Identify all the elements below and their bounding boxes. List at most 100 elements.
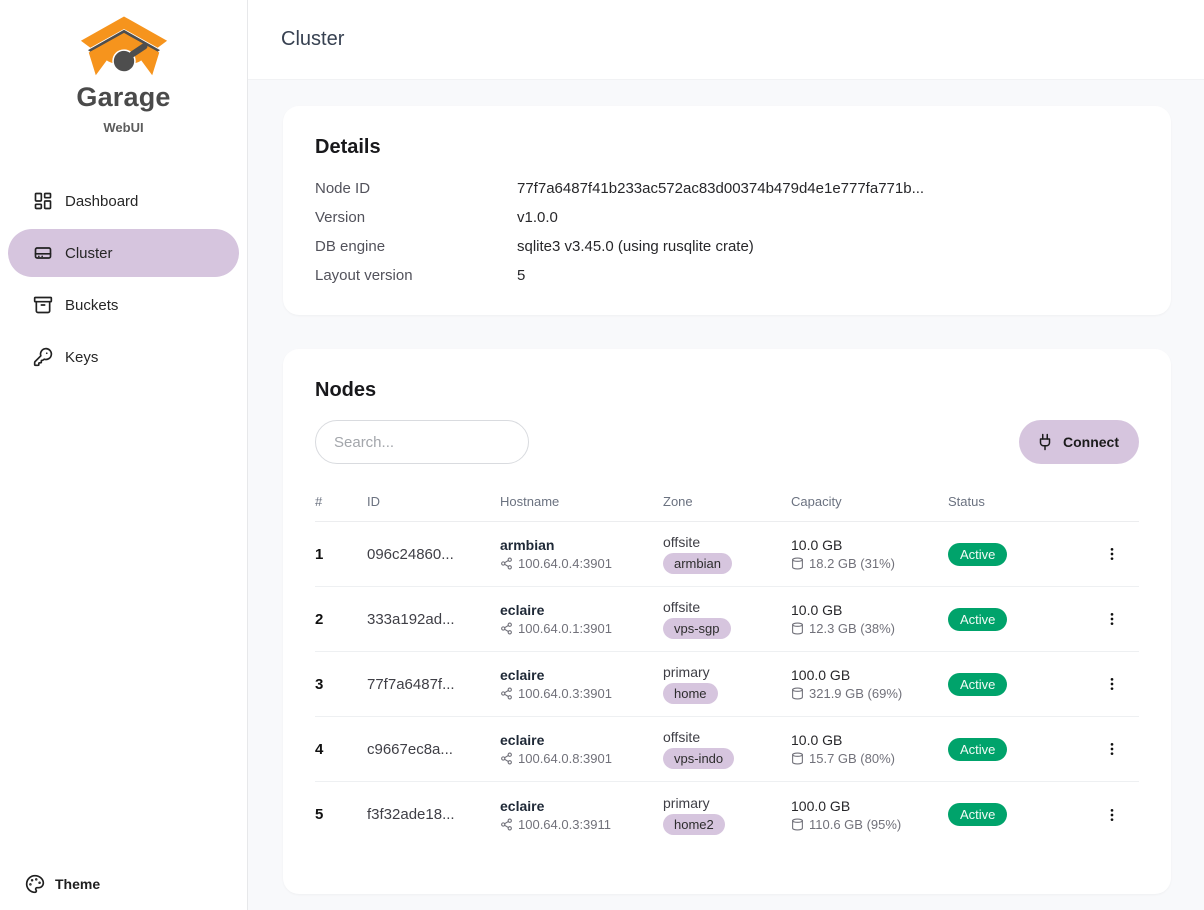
app-title: Garage [76,82,171,112]
sidebar-nav: Dashboard Cluster Buckets [0,177,247,381]
zone-tag-badge: vps-indo [663,748,735,769]
row-menu-button[interactable] [1096,538,1128,570]
row-zone: offsite vps-indo [663,729,791,769]
row-index: 1 [315,545,324,563]
zone-tag-badge: armbian [663,553,732,574]
main-area: Cluster Details Node ID 77f7a6487f41b233… [248,0,1204,910]
col-capacity: Capacity [791,494,842,509]
detail-value: sqlite3 v3.45.0 (using rusqlite crate) [517,238,754,255]
share-icon [501,752,512,765]
share-icon [501,557,512,570]
sidebar-item-keys[interactable]: Keys [8,333,239,381]
theme-button[interactable]: Theme [25,874,100,894]
row-actions [1078,538,1139,570]
kebab-menu-icon [1110,613,1114,625]
zone-name: offsite [663,729,701,745]
row-actions [1078,603,1139,635]
details-card: Details Node ID 77f7a6487f41b233ac572ac8… [283,106,1171,315]
sidebar-item-label: Dashboard [65,192,139,210]
used-text: 15.7 GB (80%) [809,751,895,766]
sidebar-item-cluster[interactable]: Cluster [8,229,239,277]
sidebar: Garage WebUI Dashboard Cluster [0,0,248,910]
row-menu-button[interactable] [1096,603,1128,635]
row-hostname: eclaire 100.64.0.1:3901 [500,602,663,636]
address-text: 100.64.0.3:3901 [518,686,612,701]
capacity-used: 15.7 GB (80%) [791,751,948,766]
row-capacity: 100.0 GB 321.9 GB (69%) [791,667,948,701]
row-hostname: eclaire 100.64.0.3:3911 [500,798,663,832]
kebab-menu-icon [1110,808,1114,821]
col-status: Status [948,494,985,509]
status-badge: Active [948,607,1008,631]
node-address: 100.64.0.3:3911 [500,817,663,832]
zone-tag-badge: vps-sgp [663,618,731,639]
capacity-total: 10.0 GB [791,602,843,618]
zone-name: primary [663,664,710,680]
detail-row-version: Version v1.0.0 [315,208,1139,227]
col-hostname: Hostname [500,494,560,509]
table-row: 2 333a192ad... eclaire 100.64.0.1:3901 o… [315,587,1139,652]
status-badge: Active [948,542,1008,566]
capacity-used: 12.3 GB (38%) [791,621,948,636]
detail-label: Version [315,209,366,226]
palette-icon [25,874,45,894]
col-index: # [315,494,323,509]
row-id: 333a192ad... [367,610,455,628]
detail-label: Layout version [315,267,413,284]
details-list: Node ID 77f7a6487f41b233ac572ac83d00374b… [315,179,1139,285]
nodes-table: # ID Hostname Zone Capacity Status 1 096… [315,488,1139,847]
sidebar-item-buckets[interactable]: Buckets [8,281,239,329]
used-text: 18.2 GB (31%) [809,556,895,571]
capacity-used: 321.9 GB (69%) [791,686,948,701]
row-menu-button[interactable] [1096,668,1128,700]
share-icon [501,818,512,830]
database-icon [792,622,803,635]
row-capacity: 10.0 GB 12.3 GB (38%) [791,602,948,636]
hostname: eclaire [500,797,545,814]
kebab-menu-icon [1110,678,1114,690]
detail-value: v1.0.0 [517,209,558,226]
row-index: 5 [315,806,324,823]
row-zone: offsite armbian [663,534,791,574]
sidebar-item-dashboard[interactable]: Dashboard [8,177,239,225]
detail-row-db-engine: DB engine sqlite3 v3.45.0 (using rusqlit… [315,237,1139,256]
row-menu-button[interactable] [1096,733,1128,765]
used-text: 110.6 GB (95%) [809,816,902,832]
search-input[interactable] [315,420,529,464]
database-icon [792,752,803,765]
sidebar-item-label: Keys [65,348,99,366]
zone-name: primary [663,794,710,811]
app-subtitle: WebUI [103,120,144,135]
table-row: 3 77f7a6487f... eclaire 100.64.0.3:3901 … [315,652,1139,717]
row-actions [1078,668,1139,700]
row-status: Active [948,542,1078,566]
used-text: 12.3 GB (38%) [809,621,895,636]
table-row: 5 f3f32ade18... eclaire 100.64.0.3:3911 … [315,782,1139,847]
row-menu-button[interactable] [1096,799,1128,831]
row-id: 096c24860... [367,545,454,563]
status-badge: Active [948,803,1008,826]
row-index: 3 [315,675,324,693]
row-index: 2 [315,610,324,628]
row-zone: primary home [663,664,791,704]
zone-tag-badge: home2 [663,813,725,835]
detail-label: Node ID [315,180,371,197]
row-hostname: armbian 100.64.0.4:3901 [500,537,663,571]
content: Details Node ID 77f7a6487f41b233ac572ac8… [248,80,1204,910]
hostname: eclaire [500,602,545,618]
kebab-menu-icon [1110,743,1114,755]
detail-value: 5 [517,267,526,284]
address-text: 100.64.0.4:3901 [518,556,612,571]
capacity-total: 10.0 GB [791,537,843,553]
connect-button[interactable]: Connect [1019,420,1139,464]
capacity-total: 100.0 GB [791,797,851,814]
brand: Garage WebUI [0,0,247,135]
database-icon [792,818,803,830]
sidebar-item-label: Cluster [65,244,113,262]
row-status: Active [948,803,1078,826]
share-icon [501,622,512,635]
row-hostname: eclaire 100.64.0.3:3901 [500,667,663,701]
status-badge: Active [948,737,1008,761]
row-status: Active [948,672,1078,696]
status-badge: Active [948,672,1008,696]
